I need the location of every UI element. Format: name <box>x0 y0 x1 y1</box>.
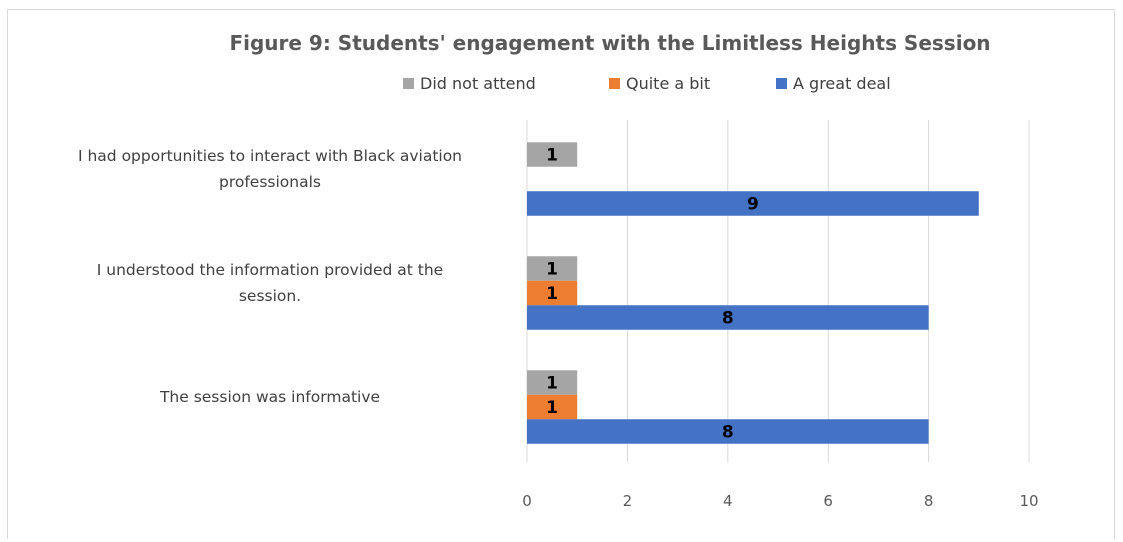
legend: Did not attend Quite a bit A great deal <box>403 74 891 93</box>
category-label-line: I understood the information provided at… <box>97 261 443 279</box>
x-tick-label: 8 <box>924 492 934 510</box>
category-label-line: professionals <box>219 173 321 191</box>
bar <box>527 370 578 395</box>
data-label: 9 <box>747 195 759 215</box>
gridlines <box>526 120 1030 462</box>
legend-swatch <box>403 78 414 89</box>
bar <box>527 394 578 420</box>
x-tick-label: 4 <box>723 492 733 510</box>
data-label: 1 <box>546 146 558 166</box>
legend-swatch <box>609 78 620 89</box>
bar <box>527 280 578 306</box>
category-label: The session was informative <box>159 388 380 406</box>
category-label: I had opportunities to interact with Bla… <box>78 147 462 191</box>
legend-label: Did not attend <box>420 74 536 93</box>
legend-swatch <box>776 78 787 89</box>
bar <box>527 191 979 216</box>
x-tick-label: 0 <box>522 492 532 510</box>
bar <box>527 305 929 330</box>
category-labels: I had opportunities to interact with Bla… <box>78 147 462 406</box>
data-label: 8 <box>722 309 734 329</box>
bar <box>527 419 929 444</box>
x-tick-label: 6 <box>823 492 833 510</box>
category-label: I understood the information provided at… <box>97 261 443 305</box>
bars: 1 9 1 1 8 1 1 8 <box>527 142 979 444</box>
legend-label: A great deal <box>793 74 891 93</box>
data-label: 1 <box>546 374 558 394</box>
data-label: 1 <box>546 398 558 418</box>
bar <box>527 142 578 167</box>
bar <box>527 256 578 281</box>
category-label-line: The session was informative <box>159 388 380 406</box>
data-label: 1 <box>546 284 558 304</box>
category-label-line: I had opportunities to interact with Bla… <box>78 147 462 165</box>
legend-label: Quite a bit <box>626 74 710 93</box>
data-label: 1 <box>546 260 558 280</box>
x-axis-tick-labels: 0 2 4 6 8 10 <box>522 492 1038 510</box>
x-tick-label: 10 <box>1019 492 1038 510</box>
data-label: 8 <box>722 423 734 443</box>
chart-frame <box>7 9 1115 539</box>
category-label-line: session. <box>239 287 301 305</box>
chart-title: Figure 9: Students' engagement with the … <box>229 31 990 55</box>
x-tick-label: 2 <box>623 492 633 510</box>
